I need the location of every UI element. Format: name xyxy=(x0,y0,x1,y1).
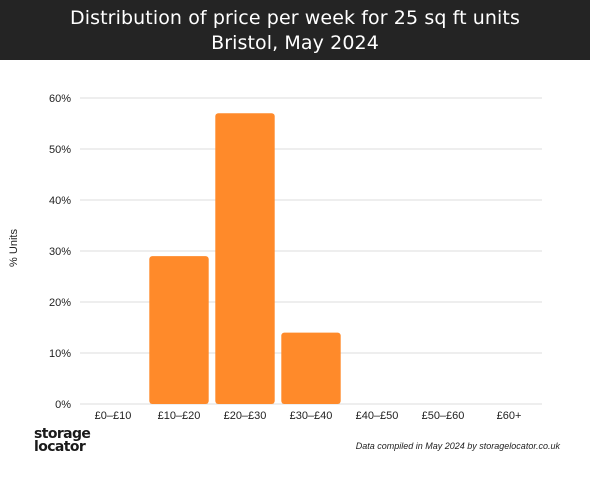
x-tick-label: £0–£10 xyxy=(95,410,132,422)
chart-subtitle: Bristol, May 2024 xyxy=(211,32,379,54)
storagelocator-logo: storage locator xyxy=(34,426,91,455)
bar xyxy=(149,256,209,404)
x-tick-label: £10–£20 xyxy=(158,410,201,422)
y-tick-label: 40% xyxy=(49,195,71,207)
logo-text-locator: locator xyxy=(34,439,86,455)
x-tick-label: £50–£60 xyxy=(422,410,465,422)
y-tick-label: 60% xyxy=(49,93,71,105)
x-tick-label: £40–£50 xyxy=(356,410,399,422)
x-tick-label: £20–£30 xyxy=(224,410,267,422)
x-tick-label: £30–£40 xyxy=(290,410,333,422)
x-tick-label: £60+ xyxy=(497,410,522,422)
title-bar: Distribution of price per week for 25 sq… xyxy=(0,0,590,60)
bar xyxy=(281,332,341,404)
bar-chart: 0% 10% 20% 30% 40% 50% 60% £0–£10 £10–£20 £20–£30… xyxy=(49,93,542,422)
y-tick-label: 0% xyxy=(55,399,71,411)
y-tick-label: 50% xyxy=(49,144,71,156)
y-tick-label: 10% xyxy=(49,348,71,360)
y-tick-label: 30% xyxy=(49,246,71,258)
logo-text-storage: storage xyxy=(34,426,91,442)
y-axis-label: % Units xyxy=(8,229,20,267)
y-tick-label: 20% xyxy=(49,297,71,309)
source-note: Data compiled in May 2024 by storageloca… xyxy=(355,441,560,451)
chart-title: Distribution of price per week for 25 sq… xyxy=(70,7,520,29)
bar xyxy=(215,113,275,405)
